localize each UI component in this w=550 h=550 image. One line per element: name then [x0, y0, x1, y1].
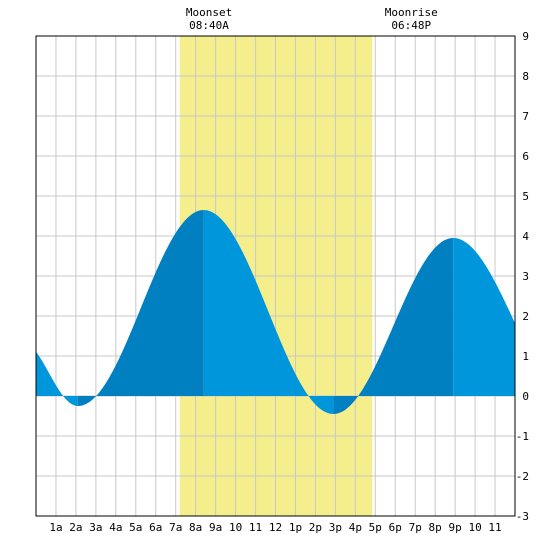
x-tick-label: 6a [149, 521, 162, 534]
x-tick-label: 10 [468, 521, 481, 534]
y-tick-label: 1 [522, 350, 529, 363]
y-tick-label: 2 [522, 310, 529, 323]
y-tick-label: 4 [522, 230, 529, 243]
x-tick-label: 5p [369, 521, 382, 534]
moonrise-time: 06:48P [391, 19, 431, 32]
y-tick-label: 5 [522, 190, 529, 203]
y-tick-label: 9 [522, 30, 529, 43]
y-tick-label: 0 [522, 390, 529, 403]
y-tick-label: 7 [522, 110, 529, 123]
x-tick-label: 8p [429, 521, 442, 534]
moon-event-layer: Moonset 08:40A Moonrise 06:48P [186, 6, 438, 32]
moonset-label: Moonset [186, 6, 232, 19]
x-tick-label: 2a [69, 521, 82, 534]
tide-area-falling [453, 238, 515, 396]
x-tick-label: 6p [389, 521, 402, 534]
x-tick-label: 8a [189, 521, 202, 534]
x-tick-label: 12 [269, 521, 282, 534]
x-tick-label: 4a [109, 521, 122, 534]
x-tick-label: 10 [229, 521, 242, 534]
x-tick-label: 4p [349, 521, 362, 534]
y-tick-label: -3 [516, 510, 529, 523]
tide-area-layer [36, 210, 515, 414]
tide-area-falling [203, 210, 334, 414]
x-tick-label: 11 [488, 521, 501, 534]
x-tick-label: 5a [129, 521, 142, 534]
y-tick-label: 6 [522, 150, 529, 163]
x-tick-label: 1a [49, 521, 62, 534]
x-tick-label: 7p [409, 521, 422, 534]
axis-layer [35, 35, 516, 517]
x-tick-label: 9p [449, 521, 462, 534]
y-tick-label: -1 [516, 430, 529, 443]
x-tick-label: 11 [249, 521, 262, 534]
x-tick-label: 3p [329, 521, 342, 534]
y-tick-label: 3 [522, 270, 529, 283]
plot-frame [35, 35, 516, 517]
tide-area-rising [333, 238, 454, 414]
y-tick-label: 8 [522, 70, 529, 83]
tide-area-rising [77, 210, 204, 406]
x-tick-label: 7a [169, 521, 182, 534]
y-tick-label: -2 [516, 470, 529, 483]
x-tick-label: 3a [89, 521, 102, 534]
x-tick-label: 2p [309, 521, 322, 534]
x-tick-label: 9a [209, 521, 222, 534]
moonset-time: 08:40A [189, 19, 229, 32]
label-layer: 1a 2a 3a 4a 5a 6a 7a 8a 9a 10 11 12 1p 2p 3p 4p 5p 6p 7p 8p… [49, 30, 529, 534]
x-tick-label: 1p [289, 521, 302, 534]
tide-area-falling [36, 351, 78, 406]
moonrise-label: Moonrise [385, 6, 438, 19]
